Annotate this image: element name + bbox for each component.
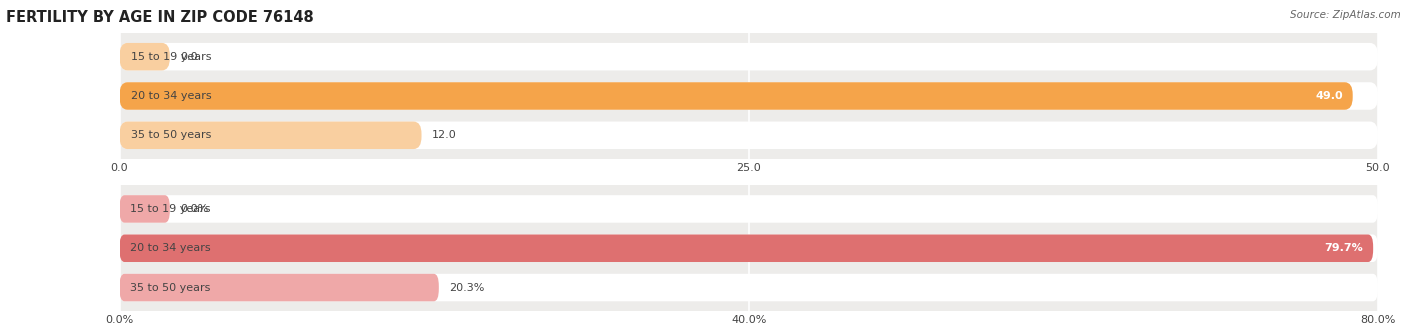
FancyBboxPatch shape bbox=[120, 195, 1378, 223]
Text: 20 to 34 years: 20 to 34 years bbox=[129, 243, 209, 253]
Text: 35 to 50 years: 35 to 50 years bbox=[129, 283, 209, 293]
Text: 0.0%: 0.0% bbox=[180, 204, 208, 214]
FancyBboxPatch shape bbox=[120, 195, 170, 223]
FancyBboxPatch shape bbox=[120, 43, 170, 71]
Text: 20 to 34 years: 20 to 34 years bbox=[131, 91, 212, 101]
FancyBboxPatch shape bbox=[120, 82, 1378, 110]
Text: 49.0: 49.0 bbox=[1315, 91, 1343, 101]
Text: FERTILITY BY AGE IN ZIP CODE 76148: FERTILITY BY AGE IN ZIP CODE 76148 bbox=[6, 10, 314, 25]
FancyBboxPatch shape bbox=[120, 274, 439, 301]
Text: 0.0: 0.0 bbox=[180, 52, 197, 62]
Text: 79.7%: 79.7% bbox=[1324, 243, 1362, 253]
FancyBboxPatch shape bbox=[120, 43, 1378, 71]
Text: 15 to 19 years: 15 to 19 years bbox=[129, 204, 209, 214]
FancyBboxPatch shape bbox=[120, 121, 422, 149]
Text: 35 to 50 years: 35 to 50 years bbox=[131, 130, 211, 140]
Text: 12.0: 12.0 bbox=[432, 130, 457, 140]
Text: 20.3%: 20.3% bbox=[449, 283, 484, 293]
FancyBboxPatch shape bbox=[120, 274, 1378, 301]
FancyBboxPatch shape bbox=[120, 82, 1353, 110]
Text: Source: ZipAtlas.com: Source: ZipAtlas.com bbox=[1289, 10, 1400, 20]
FancyBboxPatch shape bbox=[120, 234, 1378, 262]
FancyBboxPatch shape bbox=[120, 234, 1374, 262]
FancyBboxPatch shape bbox=[120, 121, 1378, 149]
Text: 15 to 19 years: 15 to 19 years bbox=[131, 52, 211, 62]
